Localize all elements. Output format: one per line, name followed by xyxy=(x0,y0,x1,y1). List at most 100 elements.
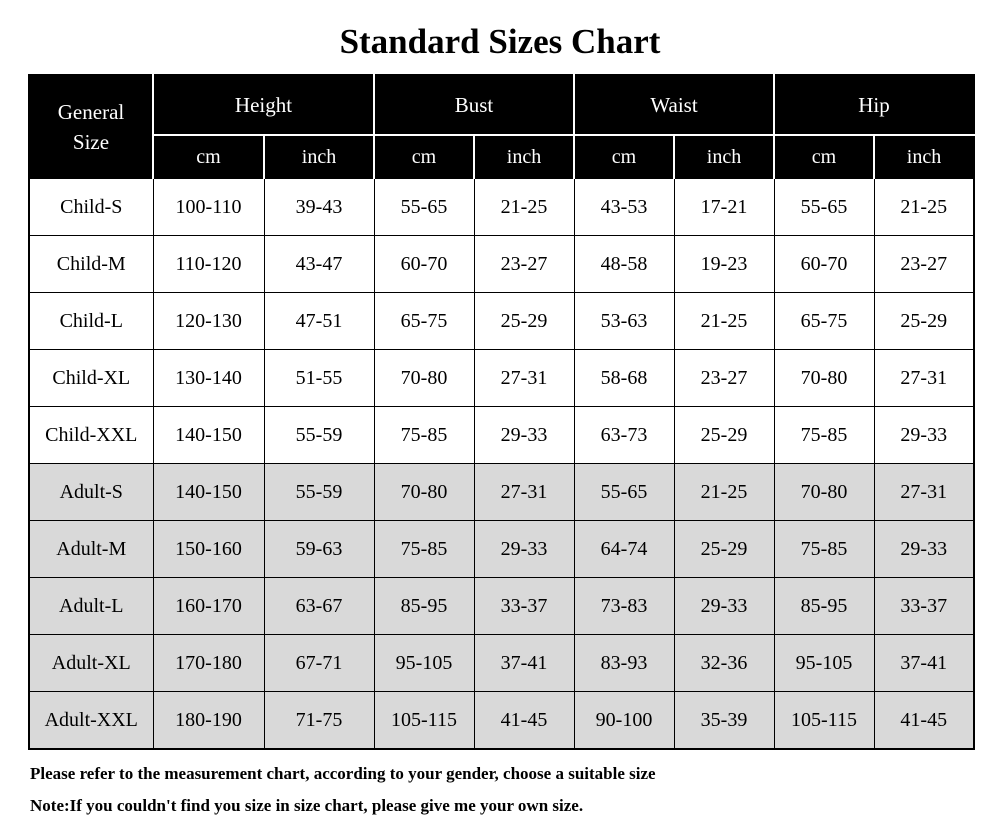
value-cell: 90-100 xyxy=(573,691,675,750)
value-cell: 33-37 xyxy=(873,577,975,635)
table-row: Adult-L 160-170 63-67 85-95 33-37 73-83 … xyxy=(28,577,975,635)
value-cell: 100-110 xyxy=(152,178,265,236)
table-row: Child-L 120-130 47-51 65-75 25-29 53-63 … xyxy=(28,292,975,350)
corner-header-general-size: General Size xyxy=(29,75,154,179)
value-cell: 59-63 xyxy=(263,520,375,578)
value-cell: 58-68 xyxy=(573,349,675,407)
table-row: Child-XL 130-140 51-55 70-80 27-31 58-68… xyxy=(28,349,975,407)
value-cell: 73-83 xyxy=(573,577,675,635)
value-cell: 33-37 xyxy=(473,577,575,635)
value-cell: 105-115 xyxy=(373,691,475,750)
size-cell: Adult-S xyxy=(28,463,154,521)
size-cell: Adult-XL xyxy=(28,634,154,692)
group-header-bust: Bust xyxy=(372,75,575,136)
value-cell: 53-63 xyxy=(573,292,675,350)
value-cell: 70-80 xyxy=(373,349,475,407)
value-cell: 55-59 xyxy=(263,463,375,521)
note-line-1: Please refer to the measurement chart, a… xyxy=(30,764,656,783)
value-cell: 75-85 xyxy=(773,520,875,578)
size-cell: Adult-L xyxy=(28,577,154,635)
value-cell: 140-150 xyxy=(152,463,265,521)
unit-header-row: cm inch cm inch cm inch cm inch xyxy=(29,135,975,179)
size-cell: Adult-M xyxy=(28,520,154,578)
unit-header-hip-cm: cm xyxy=(773,135,875,179)
value-cell: 160-170 xyxy=(152,577,265,635)
value-cell: 29-33 xyxy=(473,406,575,464)
value-cell: 25-29 xyxy=(473,292,575,350)
value-cell: 110-120 xyxy=(152,235,265,293)
value-cell: 170-180 xyxy=(152,634,265,692)
unit-header-waist-cm: cm xyxy=(573,135,675,179)
value-cell: 29-33 xyxy=(673,577,775,635)
value-cell: 27-31 xyxy=(473,349,575,407)
value-cell: 37-41 xyxy=(473,634,575,692)
value-cell: 63-73 xyxy=(573,406,675,464)
value-cell: 63-67 xyxy=(263,577,375,635)
group-header-waist: Waist xyxy=(573,75,775,136)
value-cell: 55-65 xyxy=(773,178,875,236)
value-cell: 25-29 xyxy=(873,292,975,350)
value-cell: 48-58 xyxy=(573,235,675,293)
value-cell: 47-51 xyxy=(263,292,375,350)
value-cell: 21-25 xyxy=(873,178,975,236)
table-row: Child-M 110-120 43-47 60-70 23-27 48-58 … xyxy=(28,235,975,293)
size-cell: Adult-XXL xyxy=(28,691,154,750)
unit-header-bust-inch: inch xyxy=(472,135,575,179)
value-cell: 140-150 xyxy=(152,406,265,464)
value-cell: 29-33 xyxy=(473,520,575,578)
note-line-2: Note:If you couldn't find you size in si… xyxy=(30,795,584,815)
value-cell: 23-27 xyxy=(473,235,575,293)
group-header-hip: Hip xyxy=(773,75,975,136)
value-cell: 41-45 xyxy=(873,691,975,750)
value-cell: 32-36 xyxy=(673,634,775,692)
value-cell: 37-41 xyxy=(873,634,975,692)
size-cell: Child-XXL xyxy=(28,406,154,464)
unit-header-waist-inch: inch xyxy=(673,135,775,179)
value-cell: 130-140 xyxy=(152,349,265,407)
value-cell: 60-70 xyxy=(373,235,475,293)
value-cell: 105-115 xyxy=(773,691,875,750)
value-cell: 21-25 xyxy=(673,463,775,521)
size-cell: Child-XL xyxy=(28,349,154,407)
value-cell: 120-130 xyxy=(152,292,265,350)
value-cell: 29-33 xyxy=(873,406,975,464)
value-cell: 43-53 xyxy=(573,178,675,236)
size-cell: Child-S xyxy=(28,178,154,236)
value-cell: 27-31 xyxy=(873,463,975,521)
value-cell: 19-23 xyxy=(673,235,775,293)
value-cell: 35-39 xyxy=(673,691,775,750)
value-cell: 21-25 xyxy=(473,178,575,236)
value-cell: 27-31 xyxy=(873,349,975,407)
value-cell: 70-80 xyxy=(773,463,875,521)
page-title: Standard Sizes Chart xyxy=(339,22,661,61)
table-row: Adult-M 150-160 59-63 75-85 29-33 64-74 … xyxy=(28,520,975,578)
value-cell: 71-75 xyxy=(263,691,375,750)
value-cell: 70-80 xyxy=(773,349,875,407)
unit-header-hip-inch: inch xyxy=(873,135,975,179)
sizes-table: General Size Height Bust Waist Hip cm in… xyxy=(28,74,976,750)
value-cell: 23-27 xyxy=(673,349,775,407)
value-cell: 65-75 xyxy=(773,292,875,350)
value-cell: 43-47 xyxy=(263,235,375,293)
value-cell: 39-43 xyxy=(263,178,375,236)
value-cell: 83-93 xyxy=(573,634,675,692)
unit-header-height-cm: cm xyxy=(152,135,264,179)
footer-notes: Please refer to the measurement chart, a… xyxy=(30,762,1000,818)
value-cell: 55-65 xyxy=(373,178,475,236)
table-row: Child-S 100-110 39-43 55-65 21-25 43-53 … xyxy=(28,178,975,236)
value-cell: 75-85 xyxy=(373,520,475,578)
size-cell: Child-M xyxy=(28,235,154,293)
table-row: Adult-S 140-150 55-59 70-80 27-31 55-65 … xyxy=(28,463,975,521)
value-cell: 85-95 xyxy=(773,577,875,635)
value-cell: 150-160 xyxy=(152,520,265,578)
value-cell: 95-105 xyxy=(773,634,875,692)
size-cell: Child-L xyxy=(28,292,154,350)
value-cell: 25-29 xyxy=(673,520,775,578)
group-header-height: Height xyxy=(152,75,374,136)
value-cell: 55-65 xyxy=(573,463,675,521)
value-cell: 25-29 xyxy=(673,406,775,464)
value-cell: 27-31 xyxy=(473,463,575,521)
value-cell: 17-21 xyxy=(673,178,775,236)
table-row: Adult-XL 170-180 67-71 95-105 37-41 83-9… xyxy=(28,634,975,692)
value-cell: 64-74 xyxy=(573,520,675,578)
